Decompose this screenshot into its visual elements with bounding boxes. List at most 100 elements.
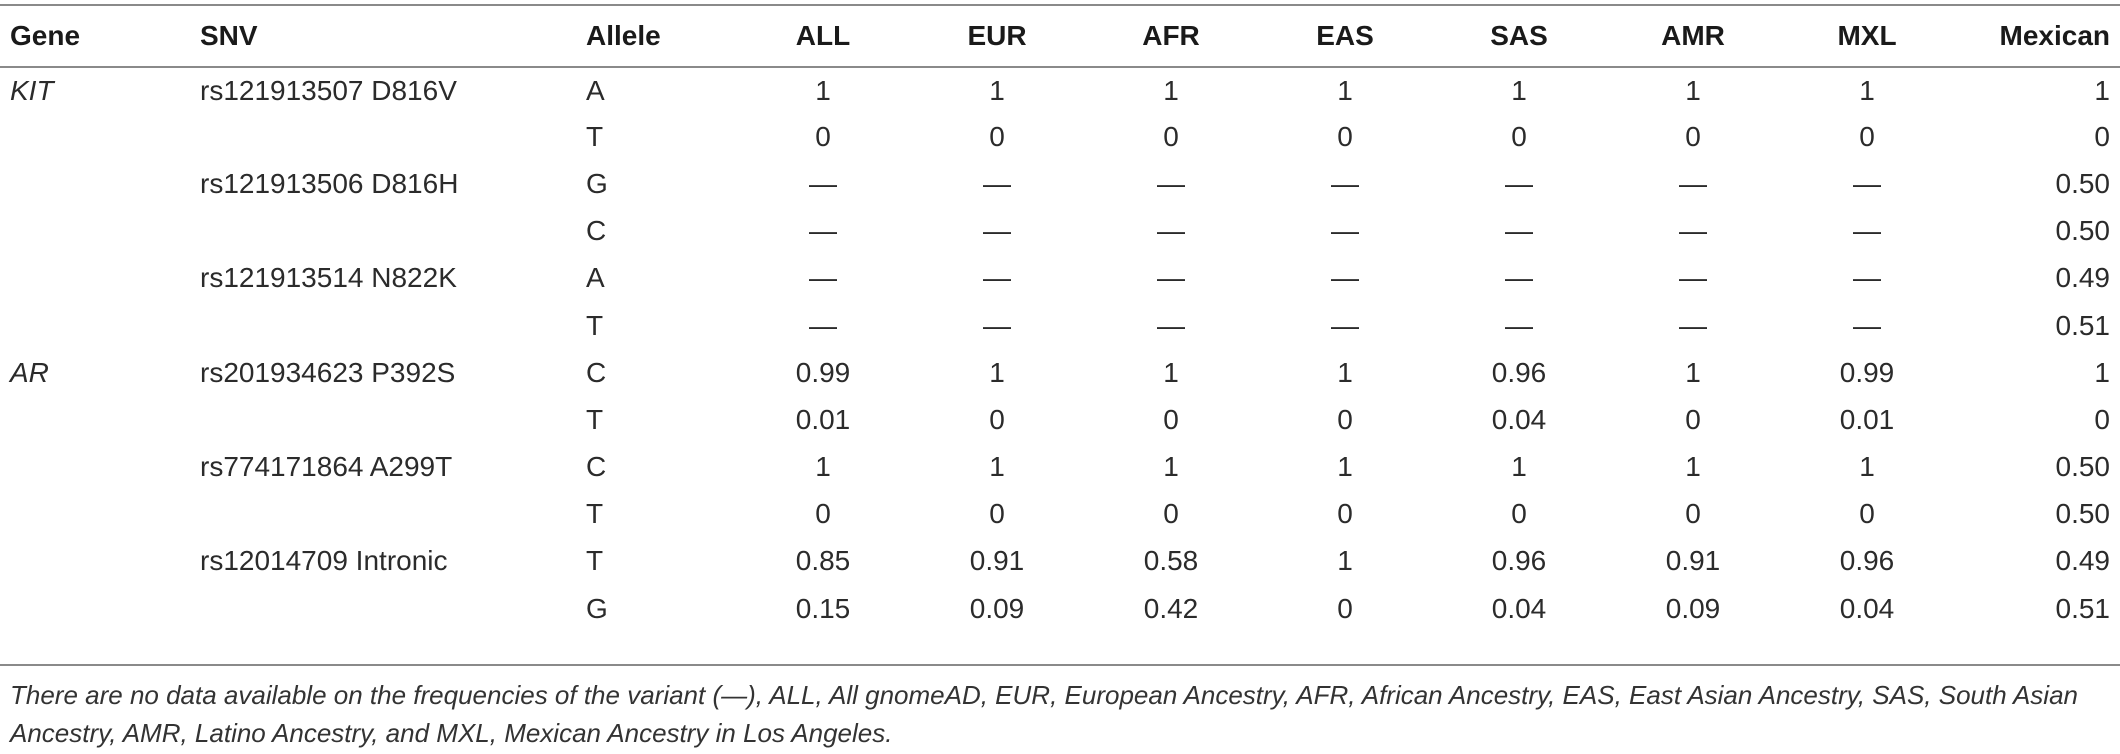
freq-cell-afr: 1 (1163, 356, 1179, 388)
gene-cell (0, 491, 200, 538)
gene-cell (0, 396, 200, 443)
header-afr: AFR (1142, 20, 1200, 51)
table-row: T 0 0 0 0 0 0 0 0.50 (0, 491, 2120, 538)
allele-cell: C (586, 451, 607, 483)
snv-cell (200, 113, 586, 160)
freq-cell-mxl: 1 (1859, 451, 1875, 483)
snv-cell: rs12014709 Intronic (200, 545, 448, 577)
table-row: KIT rs121913507 D816V A 1 1 1 1 1 1 1 1 (0, 66, 2120, 113)
freq-cell-sas: 0.04 (1491, 403, 1547, 435)
freq-cell-afr: — (1157, 167, 1185, 199)
header-rule (0, 66, 2120, 68)
snv-cell (200, 302, 586, 349)
freq-cell-mexican: 0.50 (2055, 498, 2111, 530)
gene-cell (0, 538, 200, 585)
gene-cell (0, 208, 200, 255)
freq-cell-eas: — (1331, 262, 1359, 294)
freq-cell-mxl: 0 (1859, 120, 1875, 152)
freq-cell-eur: 0 (989, 498, 1005, 530)
freq-cell-eas: 0 (1337, 403, 1353, 435)
header-all: ALL (795, 20, 851, 51)
table-row: rs774171864 A299T C 1 1 1 1 1 1 1 0.50 (0, 444, 2120, 491)
freq-cell-afr: 1 (1163, 74, 1179, 106)
header-sas: SAS (1490, 20, 1548, 51)
freq-cell-eur: 1 (989, 74, 1005, 106)
freq-cell-amr: 0.09 (1665, 592, 1721, 624)
table-row: AR rs201934623 P392S C 0.99 1 1 1 0.96 1 0.99 1 (0, 349, 2120, 396)
freq-cell-all: 0.15 (795, 592, 851, 624)
gene-cell (0, 113, 200, 160)
freq-cell-eur: 0.09 (969, 592, 1025, 624)
allele-cell: A (586, 262, 605, 294)
freq-cell-afr: — (1157, 309, 1185, 341)
freq-cell-amr: 1 (1685, 356, 1701, 388)
freq-cell-mexican: 0.50 (2055, 451, 2111, 483)
freq-cell-eur: — (983, 167, 1011, 199)
allele-cell: T (586, 498, 604, 530)
freq-cell-afr: — (1157, 215, 1185, 247)
snv-cell: rs121913514 N822K (200, 262, 457, 294)
allele-cell: T (586, 403, 604, 435)
freq-cell-all: 1 (815, 74, 831, 106)
table-row: C — — — — — — — 0.50 (0, 208, 2120, 255)
header-mxl: MXL (1837, 20, 1897, 51)
header-eas: EAS (1316, 20, 1374, 51)
gene-cell (0, 585, 200, 632)
freq-cell-all: 0 (815, 120, 831, 152)
freq-cell-mexican: 0.49 (2055, 545, 2111, 577)
freq-cell-eur: — (983, 262, 1011, 294)
gene-cell (0, 255, 200, 302)
table-row: T — — — — — — — 0.51 (0, 302, 2120, 349)
freq-cell-amr: — (1679, 262, 1707, 294)
freq-cell-sas: — (1505, 167, 1533, 199)
freq-cell-mxl: — (1853, 262, 1881, 294)
freq-cell-sas: 0.04 (1491, 592, 1547, 624)
allele-frequency-table: Gene SNV Allele ALL EUR AFR EAS SAS AMR … (0, 6, 2120, 632)
header-amr: AMR (1661, 20, 1725, 51)
allele-cell: G (586, 592, 608, 624)
freq-cell-mexican: 0.50 (2055, 167, 2111, 199)
freq-cell-eur: 0.91 (969, 545, 1025, 577)
table-body: KIT rs121913507 D816V A 1 1 1 1 1 1 1 1 T 0 0 0 0 0 0 0 0 rs… (0, 66, 2120, 632)
allele-cell: C (586, 215, 607, 247)
table-bottom-rule (0, 664, 2120, 666)
freq-cell-mexican: 0.49 (2055, 262, 2111, 294)
freq-cell-mexican: 0.50 (2055, 215, 2111, 247)
freq-cell-amr: 0 (1685, 498, 1701, 530)
allele-cell: T (586, 309, 604, 341)
table-row: rs121913514 N822K A — — — — — — — 0.49 (0, 255, 2120, 302)
header-snv: SNV (200, 20, 258, 51)
freq-cell-all: 0 (815, 498, 831, 530)
freq-cell-afr: 0.42 (1143, 592, 1199, 624)
freq-cell-afr: 1 (1163, 451, 1179, 483)
freq-cell-mxl: 1 (1859, 74, 1875, 106)
freq-cell-all: — (809, 262, 837, 294)
freq-cell-mxl: 0.96 (1839, 545, 1895, 577)
freq-cell-all: 0.99 (795, 356, 851, 388)
freq-cell-eur: 0 (989, 403, 1005, 435)
freq-cell-eas: 1 (1337, 451, 1353, 483)
table-row: T 0 0 0 0 0 0 0 0 (0, 113, 2120, 160)
freq-cell-eur: — (983, 215, 1011, 247)
freq-cell-mxl: 0.99 (1839, 356, 1895, 388)
freq-cell-all: 0.85 (795, 545, 851, 577)
snv-cell (200, 585, 586, 632)
freq-cell-eas: — (1331, 215, 1359, 247)
freq-cell-mxl: — (1853, 215, 1881, 247)
freq-cell-eas: — (1331, 309, 1359, 341)
table-row: rs12014709 Intronic T 0.85 0.91 0.58 1 0.96 0.9… (0, 538, 2120, 585)
gene-cell: AR (10, 356, 49, 388)
snv-cell (200, 491, 586, 538)
freq-cell-mexican: 0 (2094, 403, 2110, 435)
freq-cell-all: 0.01 (795, 403, 851, 435)
freq-cell-eas: 0 (1337, 498, 1353, 530)
table-row: G 0.15 0.09 0.42 0 0.04 0.09 0.04 0.51 (0, 585, 2120, 632)
freq-cell-afr: — (1157, 262, 1185, 294)
freq-cell-sas: — (1505, 215, 1533, 247)
freq-cell-mexican: 1 (2094, 356, 2110, 388)
freq-cell-eur: 1 (989, 356, 1005, 388)
gene-cell (0, 160, 200, 207)
freq-cell-sas: 1 (1511, 74, 1527, 106)
freq-cell-eas: 0 (1337, 592, 1353, 624)
freq-cell-amr: — (1679, 215, 1707, 247)
